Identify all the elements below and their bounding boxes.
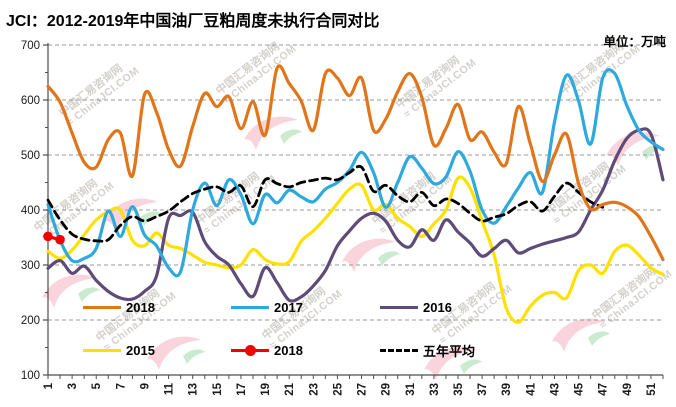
series-marker-2018 [43, 231, 53, 242]
x-tick-label: 27 [357, 383, 369, 396]
x-tick-label: 13 [188, 383, 200, 396]
page-title: JCI：2012-2019年中国油厂豆粕周度未执行合同对比 [6, 13, 380, 30]
legend-item-2016-purple: 2016 [380, 299, 452, 315]
x-tick-label: 35 [453, 382, 465, 395]
y-tick-label: 700 [21, 40, 40, 52]
legend-item-五年平均-black: 五年平均 [380, 343, 476, 359]
y-tick-label: 200 [21, 315, 40, 327]
x-tick-label: 41 [525, 382, 537, 395]
legend-item-2018-red: 2018 [231, 342, 303, 358]
y-tick-label: 400 [21, 205, 40, 217]
series-line-2017-cyan [46, 68, 665, 278]
x-tick-label: 51 [646, 382, 658, 395]
x-tick-label: 1 [43, 382, 55, 389]
y-tick-label: 100 [21, 370, 40, 382]
legend-label: 2017 [274, 299, 303, 315]
legend-swatch-purple [380, 300, 418, 314]
legend-item-2018-orange: 2018 [83, 299, 155, 315]
x-tick-label: 17 [236, 383, 248, 396]
x-tick-label: 45 [574, 382, 586, 395]
legend-item-2017-cyan: 2017 [231, 299, 303, 315]
x-tick-label: 21 [284, 382, 296, 395]
legend-swatch-black [380, 343, 418, 357]
x-tick-label: 43 [549, 383, 561, 396]
series-line-2016-purple [46, 127, 665, 303]
x-tick-label: 9 [139, 383, 151, 389]
series-line-五年平均-black [46, 164, 605, 243]
x-tick-label: 7 [115, 383, 127, 389]
x-tick-label: 5 [91, 382, 103, 389]
x-tick-label: 49 [622, 383, 634, 396]
x-tick-label: 29 [381, 383, 393, 396]
x-tick-label: 37 [477, 383, 489, 396]
unit-label: 单位：万吨 [603, 35, 666, 49]
legend-marker-dot [245, 344, 256, 356]
legend-item-2015-yellow: 2015 [83, 342, 155, 358]
x-tick-label: 15 [212, 382, 224, 395]
y-tick-label: 600 [21, 95, 40, 107]
legend-swatch-yellow [83, 343, 121, 357]
x-tick-label: 47 [598, 383, 610, 396]
series-line-2018-orange [46, 64, 665, 262]
x-tick-label: 25 [332, 382, 344, 395]
legend-label: 2018 [274, 342, 303, 358]
legend-label: 2018 [126, 299, 155, 315]
legend-label: 五年平均 [423, 343, 476, 359]
legend-swatch-orange [83, 300, 121, 314]
x-tick-label: 19 [260, 383, 272, 396]
x-tick-label: 23 [308, 383, 320, 396]
series-marker-2018 [55, 234, 65, 245]
legend-label: 2015 [126, 342, 155, 358]
x-tick-label: 31 [405, 382, 417, 395]
legend-label: 2016 [423, 299, 452, 315]
y-tick-label: 300 [21, 260, 40, 272]
x-tick-label: 39 [501, 383, 513, 396]
y-tick-label: 500 [21, 150, 40, 162]
x-tick-label: 33 [429, 383, 441, 396]
x-tick-label: 3 [67, 383, 79, 389]
legend-swatch-cyan [231, 300, 269, 314]
legend-swatch-red [231, 343, 269, 357]
x-tick-label: 11 [164, 382, 176, 395]
